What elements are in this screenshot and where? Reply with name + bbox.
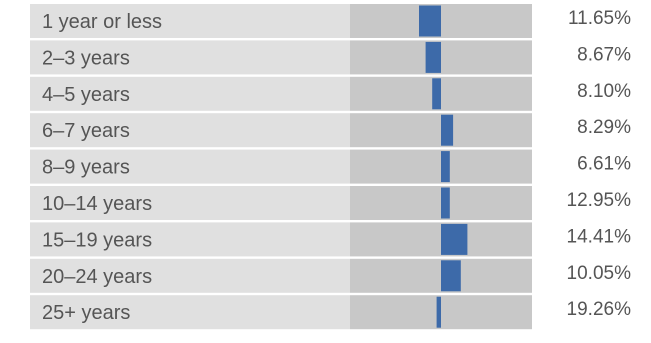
row-label-bg — [30, 76, 350, 111]
percent-label: 6.61% — [577, 154, 631, 175]
table-row: 25+ years 19.26% — [30, 295, 632, 330]
table-row: 2–3 years 8.67% — [30, 40, 631, 75]
category-label: 4–5 years — [42, 84, 130, 106]
category-label: 6–7 years — [42, 120, 130, 142]
table-row: 20–24 years 10.05% — [30, 258, 632, 293]
row-label-bg — [30, 258, 350, 293]
bar — [425, 41, 441, 73]
percent-label: 8.29% — [577, 117, 631, 138]
category-label: 2–3 years — [42, 47, 130, 69]
percent-label: 10.05% — [567, 263, 632, 284]
table-row: 4–5 years 8.10% — [30, 76, 631, 111]
row-label-bg — [30, 295, 350, 330]
bar — [436, 296, 441, 328]
percent-label: 12.95% — [567, 190, 632, 211]
bar — [441, 151, 450, 183]
bar — [419, 5, 441, 37]
bar — [441, 223, 468, 255]
category-label: 10–14 years — [42, 193, 152, 215]
table-row: 15–19 years 14.41% — [30, 222, 632, 257]
category-label: 25+ years — [42, 302, 130, 324]
table-row: 8–9 years 6.61% — [30, 149, 631, 184]
bar — [432, 78, 441, 110]
row-label-bg — [30, 222, 350, 257]
chart-rows: 1 year or less 11.65% 2–3 years 8.67% 4–5 ye… — [30, 4, 632, 330]
percent-label: 14.41% — [567, 226, 632, 247]
category-label: 8–9 years — [42, 157, 130, 179]
category-label: 15–19 years — [42, 229, 152, 251]
row-label-bg — [30, 113, 350, 148]
percent-label: 11.65% — [568, 8, 631, 29]
bar — [441, 260, 461, 292]
table-row: 1 year or less 11.65% — [30, 4, 631, 38]
row-label-bg — [30, 186, 350, 220]
table-row: 10–14 years 12.95% — [30, 186, 631, 220]
table-row: 6–7 years 8.29% — [30, 113, 631, 148]
row-label-bg — [30, 149, 350, 184]
category-label: 1 year or less — [42, 11, 162, 33]
category-label: 20–24 years — [42, 266, 152, 288]
percent-label: 8.67% — [577, 44, 631, 65]
row-label-bg — [30, 40, 350, 75]
percent-label: 8.10% — [577, 81, 631, 102]
bar — [441, 114, 454, 146]
row-label-bg — [30, 4, 350, 38]
bar — [441, 187, 450, 219]
percent-label: 19.26% — [567, 299, 632, 320]
